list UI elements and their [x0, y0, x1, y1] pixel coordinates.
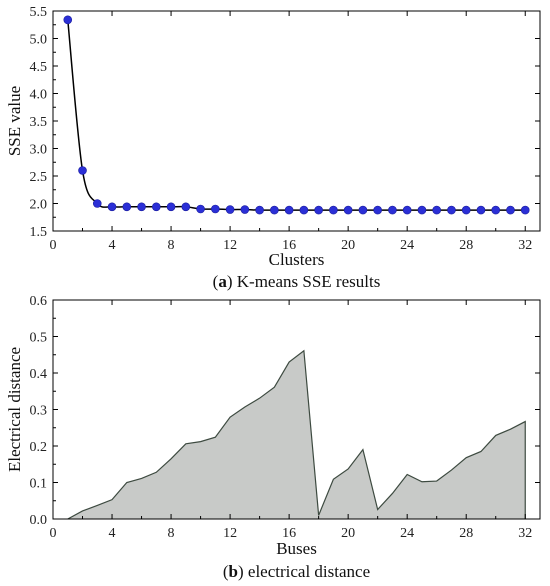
sse-y-tick-label: 3.5 [30, 115, 48, 130]
sse-data-point [343, 205, 353, 215]
sse-x-tick-label: 24 [400, 238, 414, 253]
sse-data-point [388, 205, 397, 215]
sse-y-tick-label: 5.5 [30, 5, 48, 20]
sse-data-point [181, 202, 191, 212]
sse-x-tick-label: 8 [168, 238, 175, 253]
sse-x-tick-label: 12 [223, 238, 237, 253]
sse-data-point [506, 205, 515, 215]
sse-data-point [196, 204, 205, 214]
sse-data-point [122, 202, 132, 212]
sse-data-point [255, 205, 264, 215]
sse-y-tick-label: 1.5 [30, 225, 48, 240]
distance-y-tick-label: 0.5 [30, 331, 48, 346]
sse-y-axis-label: SSE value [5, 86, 24, 156]
sse-caption-text: K-means SSE results [237, 272, 381, 291]
sse-line [67, 19, 526, 211]
sse-y-tick-label: 3.0 [30, 143, 48, 158]
sse-x-tick-label: 20 [341, 238, 355, 253]
distance-y-tick-label: 0.2 [30, 440, 48, 455]
sse-x-axis-label: Clusters [269, 250, 325, 269]
distance-x-tick-label: 20 [341, 526, 355, 541]
distance-y-tick-label: 0.4 [30, 367, 48, 382]
distance-y-tick-label: 0.6 [30, 294, 48, 309]
sse-data-point [447, 205, 456, 215]
distance-y-tick-label: 0.3 [30, 404, 48, 419]
sse-data-point [373, 205, 382, 215]
sse-data-point [152, 202, 161, 212]
sse-data-point [166, 202, 176, 212]
sse-data-point [211, 204, 220, 214]
distance-x-tick-label: 16 [282, 526, 296, 541]
sse-y-tick-label: 2.0 [30, 198, 48, 213]
sse-y-tick-label: 5.0 [30, 33, 48, 48]
distance-y-axis-label: Electrical distance [5, 347, 24, 472]
distance-area-fill [67, 350, 526, 519]
distance-x-axis-label: Buses [276, 539, 317, 558]
distance-x-tick-label: 32 [518, 526, 532, 541]
distance-area-edge [67, 349, 526, 520]
distance-chart-caption: (b) electrical distance [223, 562, 370, 581]
sse-data-point [240, 205, 250, 214]
distance-x-tick-label: 4 [109, 526, 116, 541]
sse-data-point [432, 205, 441, 215]
distance-x-tick-label: 28 [459, 526, 473, 541]
distance-axes: 0 4 8 12 16 20 24 28 32 0.0 0.1 0.2 0.3 0.4 0.5 0.6 [30, 294, 540, 541]
distance-x-tick-label: 12 [223, 526, 237, 541]
sse-chart-caption: (a) K-means SSE results [213, 272, 381, 291]
sse-x-tick-label: 32 [518, 238, 532, 253]
distance-x-tick-label: 8 [168, 526, 175, 541]
sse-data-point [491, 205, 501, 215]
sse-data-point [78, 166, 87, 175]
sse-data-point [314, 205, 323, 215]
sse-x-tick-label: 0 [50, 238, 57, 253]
sse-caption-letter: a [218, 272, 227, 291]
sse-data-point [329, 205, 338, 215]
sse-data-point [270, 205, 279, 215]
sse-x-tick-label: 16 [282, 238, 296, 253]
sse-data-point [92, 199, 102, 208]
distance-caption-text: electrical distance [248, 562, 370, 581]
sse-data-point [358, 205, 368, 215]
sse-data-point [299, 205, 309, 215]
sse-x-tick-label: 28 [459, 238, 473, 253]
sse-data-point [417, 205, 427, 215]
sse-data-point [225, 205, 235, 214]
distance-x-tick-label: 24 [400, 526, 414, 541]
sse-data-point [284, 205, 294, 215]
sse-axes: 0 4 8 12 16 20 24 28 32 1.5 2.0 2.5 3.0 3.5 4.0 4.5 5.0 5… [30, 5, 540, 253]
distance-y-tick-label: 0.0 [30, 513, 48, 528]
sse-data-point [107, 202, 117, 212]
distance-caption-letter: b [229, 562, 238, 581]
sse-data-point [520, 205, 530, 215]
sse-y-tick-label: 4.0 [30, 88, 48, 103]
sse-data-point [137, 202, 146, 212]
sse-axes-frame [52, 10, 541, 232]
sse-y-tick-label: 2.5 [30, 170, 48, 185]
distance-y-tick-label: 0.1 [30, 477, 48, 492]
sse-data-point [402, 205, 412, 215]
sse-data-point [476, 205, 486, 215]
sse-data-point [461, 205, 471, 215]
chart-panel-sse: 0 4 8 12 16 20 24 28 32 1.5 2.0 2.5 3.0 3.5 4.0 4.5 5.0 5… [5, 5, 541, 291]
distance-plot-area [67, 349, 526, 520]
sse-x-tick-label: 4 [109, 238, 116, 253]
sse-data-point [63, 15, 73, 25]
sse-y-tick-label: 4.5 [30, 60, 48, 75]
distance-x-tick-label: 0 [50, 526, 57, 541]
sse-plot-area [63, 15, 530, 215]
chart-panel-distance: 0 4 8 12 16 20 24 28 32 0.0 0.1 0.2 0.3 0.4 0.5 0.6 Bus… [5, 294, 541, 581]
